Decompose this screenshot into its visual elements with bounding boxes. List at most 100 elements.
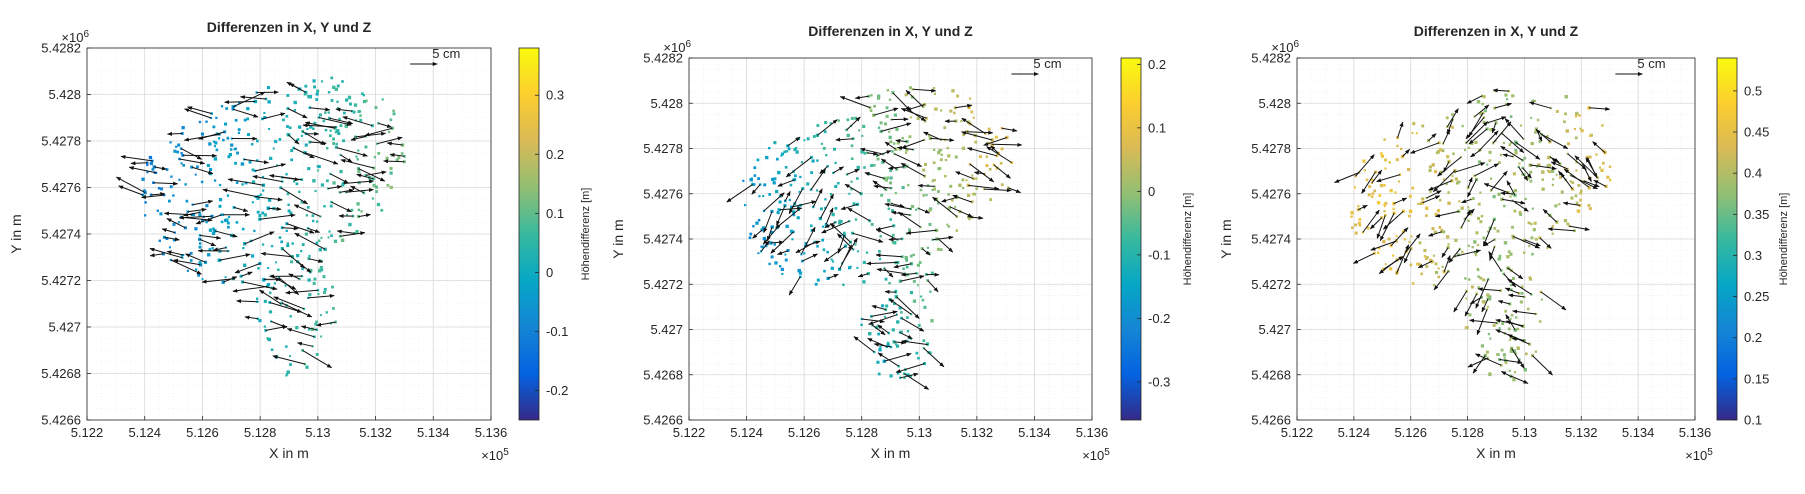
- colorbar-tick-label: 0.1: [1744, 413, 1762, 428]
- data-point: [917, 264, 920, 267]
- data-point: [1422, 198, 1424, 200]
- data-point: [1371, 196, 1373, 198]
- x-tick-label: 5.124: [128, 425, 161, 440]
- data-point: [886, 107, 888, 109]
- data-point: [1552, 233, 1554, 235]
- data-point: [956, 230, 958, 232]
- data-point: [827, 251, 829, 253]
- data-point: [917, 117, 919, 119]
- data-point: [817, 245, 819, 247]
- data-point: [274, 140, 277, 143]
- data-point: [1425, 215, 1427, 217]
- data-point: [830, 193, 832, 195]
- data-point: [287, 193, 289, 195]
- data-point: [989, 168, 991, 170]
- data-point: [360, 119, 362, 121]
- data-point: [1580, 199, 1582, 201]
- x-tick-label: 5.132: [359, 425, 392, 440]
- data-point: [794, 175, 796, 177]
- data-point: [258, 267, 260, 269]
- data-point: [1432, 227, 1435, 230]
- data-point: [1417, 263, 1419, 265]
- data-point: [366, 100, 368, 102]
- data-point: [897, 142, 899, 144]
- data-point: [857, 267, 859, 269]
- data-point: [1419, 242, 1421, 244]
- data-point: [1374, 190, 1376, 192]
- x-exponent-power: 5: [1707, 447, 1713, 458]
- data-point: [973, 117, 975, 119]
- data-point: [149, 156, 152, 159]
- data-point: [357, 158, 359, 160]
- data-point: [332, 307, 334, 309]
- data-point: [332, 86, 335, 89]
- y-tick-label: 5.4276: [41, 180, 81, 195]
- data-point: [1576, 170, 1578, 172]
- displacement-arrow: [257, 92, 279, 93]
- data-point: [227, 195, 229, 197]
- data-point: [1480, 277, 1482, 279]
- data-point: [1527, 176, 1530, 179]
- data-point: [1497, 230, 1499, 232]
- data-point: [763, 237, 766, 240]
- data-point: [262, 190, 264, 192]
- data-point: [822, 226, 824, 228]
- data-point: [316, 221, 318, 223]
- data-point: [209, 249, 211, 251]
- data-point: [199, 261, 201, 263]
- data-point: [386, 157, 389, 160]
- data-point: [354, 104, 357, 107]
- data-point: [778, 209, 780, 211]
- y-tick-label: 5.4274: [41, 227, 81, 242]
- data-point: [786, 225, 789, 228]
- data-point: [1556, 110, 1558, 112]
- data-point: [262, 212, 264, 214]
- data-point: [950, 185, 952, 187]
- colorbar-tick-label: -0.3: [1148, 374, 1170, 389]
- x-tick-label: 5.13: [1512, 425, 1537, 440]
- data-point: [186, 200, 188, 202]
- data-point: [307, 206, 309, 208]
- data-point: [198, 274, 200, 276]
- data-point: [1384, 159, 1386, 161]
- data-point: [329, 135, 331, 137]
- data-point: [896, 321, 899, 324]
- data-point: [340, 170, 343, 173]
- data-point: [1519, 211, 1521, 213]
- data-point: [815, 283, 817, 285]
- data-point: [142, 178, 145, 181]
- data-point: [358, 209, 360, 211]
- data-point: [1506, 99, 1508, 101]
- data-point: [774, 141, 777, 144]
- data-point: [358, 170, 361, 173]
- data-point: [144, 215, 146, 217]
- x-tick-label: 5.126: [788, 425, 821, 440]
- data-point: [279, 138, 281, 140]
- data-point: [838, 120, 840, 122]
- data-point: [351, 209, 353, 211]
- data-point: [1359, 218, 1361, 220]
- data-point: [775, 190, 778, 193]
- data-point: [1559, 177, 1561, 179]
- data-point: [1509, 370, 1511, 372]
- data-point: [750, 233, 752, 235]
- data-point: [1519, 163, 1521, 165]
- data-point: [824, 121, 827, 124]
- data-point: [1418, 203, 1420, 205]
- data-point: [1510, 318, 1512, 320]
- data-point: [277, 269, 279, 271]
- data-point: [323, 120, 325, 122]
- data-point: [785, 254, 786, 255]
- data-point: [804, 140, 805, 141]
- data-point: [758, 219, 760, 221]
- data-point: [1355, 232, 1357, 234]
- data-point: [1505, 310, 1507, 312]
- data-point: [907, 184, 909, 186]
- data-point: [835, 207, 837, 209]
- colorbar: [1717, 58, 1737, 420]
- data-point: [207, 164, 210, 167]
- data-point: [963, 134, 965, 136]
- data-point: [862, 125, 865, 128]
- data-point: [888, 208, 890, 210]
- data-point: [786, 150, 788, 152]
